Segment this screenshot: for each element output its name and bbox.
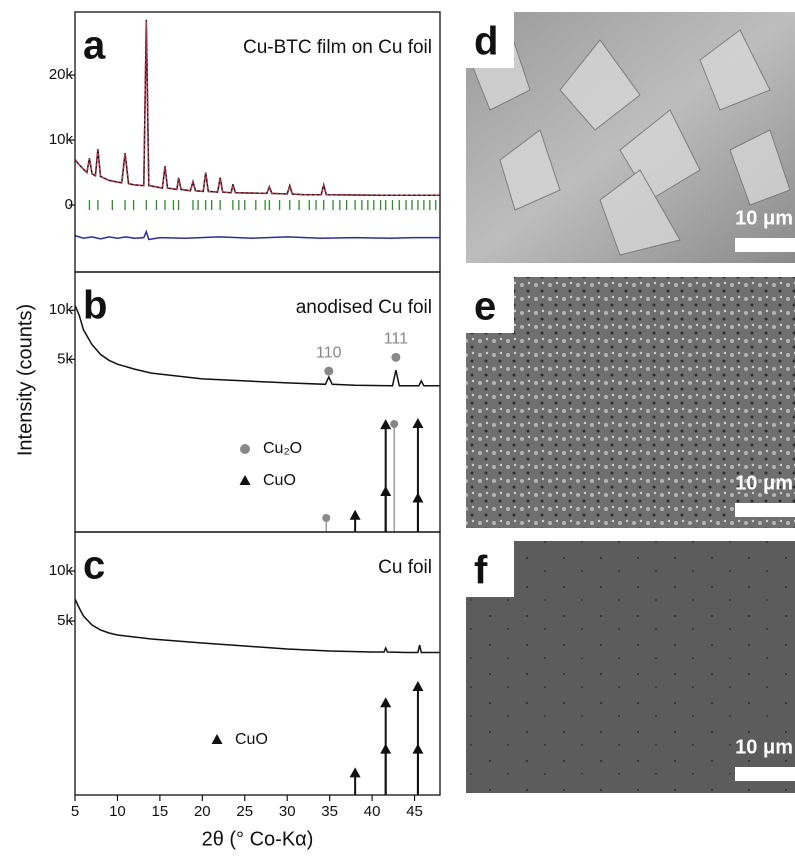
reference-marker xyxy=(412,681,423,691)
y-axis-title: Intensity (counts) xyxy=(14,304,36,456)
y-tick-label: 10k xyxy=(49,562,74,579)
panel-label: a xyxy=(83,24,106,68)
x-tick-label: 15 xyxy=(152,803,169,820)
scale-bar xyxy=(735,238,795,252)
legend-marker xyxy=(240,444,250,454)
legend-label: CuO xyxy=(235,731,268,748)
y-tick-label: 5k xyxy=(57,612,73,629)
annotation-label: 111 xyxy=(384,331,408,348)
x-tick-label: 20 xyxy=(194,803,211,820)
x-axis-title: 2θ (° Co-Kα) xyxy=(202,828,314,850)
reference-marker xyxy=(380,419,391,429)
y-tick-label: 10k xyxy=(49,301,74,318)
x-tick-label: 45 xyxy=(406,803,423,820)
reference-marker xyxy=(350,767,361,777)
reference-marker xyxy=(322,514,330,522)
legend-label: Cu₂O xyxy=(263,440,302,457)
annotation-dot xyxy=(324,367,333,376)
scale-bar xyxy=(735,767,795,781)
image-label: f xyxy=(474,549,488,593)
x-tick-label: 10 xyxy=(109,803,126,820)
y-tick-label: 5k xyxy=(57,350,73,367)
y-tick-label: 0 xyxy=(65,196,73,213)
legend-marker xyxy=(240,475,251,485)
scale-bar xyxy=(735,503,795,517)
reference-marker xyxy=(380,697,391,707)
figure: 0 10k 20k a Cu-BTC film on Cu foil 5k 10k 110 11… xyxy=(0,0,795,856)
panel-label: c xyxy=(83,544,105,588)
panel-label: b xyxy=(83,284,107,328)
sem-images xyxy=(466,12,795,793)
panel-title: Cu-BTC film on Cu foil xyxy=(243,37,432,58)
panel-title: Cu foil xyxy=(378,557,432,578)
legend-label: CuO xyxy=(263,472,296,489)
scale-bar-label: 10 μm xyxy=(735,736,793,758)
series-line xyxy=(75,599,440,653)
series-line xyxy=(75,232,440,240)
y-tick-label: 10k xyxy=(49,131,74,148)
image-label: d xyxy=(474,20,498,64)
plot-area xyxy=(75,599,440,653)
annotation-dot xyxy=(391,353,400,362)
x-tick-label: 40 xyxy=(364,803,381,820)
x-tick-label: 30 xyxy=(279,803,296,820)
reference-marker xyxy=(350,510,361,520)
scale-bar-label: 10 μm xyxy=(735,207,793,229)
image-label: e xyxy=(474,285,496,329)
x-tick-label: 35 xyxy=(321,803,338,820)
legend-marker xyxy=(212,734,223,744)
reference-marker xyxy=(390,420,398,428)
x-tick-label: 25 xyxy=(236,803,253,820)
panel-title: anodised Cu foil xyxy=(296,297,432,318)
y-tick-label: 20k xyxy=(49,66,74,83)
scale-bar-label: 10 μm xyxy=(735,472,793,494)
annotation-label: 110 xyxy=(316,344,342,361)
x-tick-label: 5 xyxy=(71,803,79,820)
reference-marker xyxy=(412,418,423,428)
